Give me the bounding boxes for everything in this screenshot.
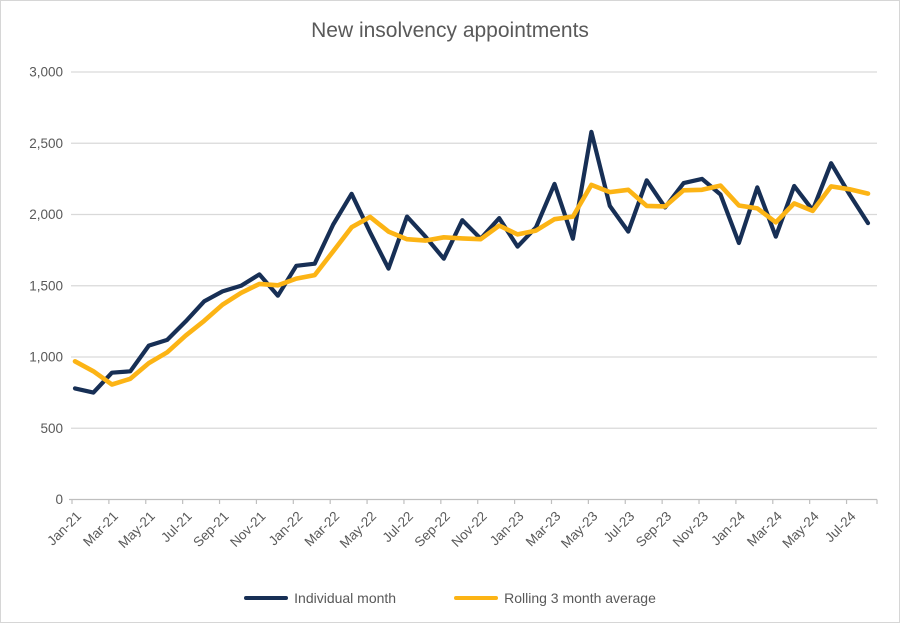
- individual-month-swatch: [244, 596, 289, 600]
- x-axis-tick-label: Sep-21: [190, 509, 231, 550]
- x-axis-tick-label: Nov-23: [670, 509, 711, 550]
- x-axis-tick-label: Nov-21: [227, 509, 268, 550]
- x-axis-tick-label: Jan-21: [44, 509, 84, 549]
- individual-month-line: [72, 129, 871, 395]
- legend-label-individual-month: Individual month: [294, 590, 397, 606]
- rolling-average-swatch: [454, 596, 499, 600]
- rolling-average-line: [72, 182, 871, 387]
- x-axis-tick-label: Jan-24: [708, 508, 748, 548]
- x-axis-tick-label: Mar-23: [523, 509, 564, 550]
- legend-item-rolling-average: Rolling 3 month average: [454, 590, 656, 606]
- y-axis-tick-label: 3,000: [29, 65, 63, 80]
- x-axis-tick-label: Sep-22: [412, 509, 453, 550]
- x-axis-tick-label: Mar-21: [80, 509, 121, 550]
- x-axis-tick-label: May-22: [337, 509, 379, 551]
- x-axis-tick-label: Jan-22: [266, 509, 306, 549]
- legend-item-individual-month: Individual month: [244, 590, 396, 606]
- y-axis-tick-label: 0: [55, 492, 63, 507]
- legend-label-rolling-average: Rolling 3 month average: [504, 590, 656, 606]
- x-axis-tick-label: Mar-24: [744, 508, 785, 549]
- legend: Individual month Rolling 3 month average: [1, 590, 899, 606]
- y-axis-tick-label: 1,000: [29, 350, 63, 365]
- y-axis-tick-label: 2,000: [29, 207, 63, 222]
- y-axis-tick-label: 1,500: [29, 278, 63, 293]
- x-axis-tick-label: May-23: [558, 509, 600, 551]
- x-axis-tick-label: Sep-23: [633, 509, 674, 550]
- x-axis-tick-label: Jul-24: [822, 508, 859, 545]
- x-axis-tick-label: May-24: [779, 508, 822, 551]
- x-axis-tick-label: Jan-23: [487, 509, 527, 549]
- y-axis-tick-label: 2,500: [29, 136, 63, 151]
- x-axis-tick-label: Nov-22: [448, 509, 489, 550]
- x-axis-tick-label: May-21: [115, 509, 157, 551]
- chart-title: New insolvency appointments: [311, 19, 589, 42]
- x-axis-tick-label: Mar-22: [301, 509, 342, 550]
- y-axis-tick-label: 500: [40, 421, 63, 436]
